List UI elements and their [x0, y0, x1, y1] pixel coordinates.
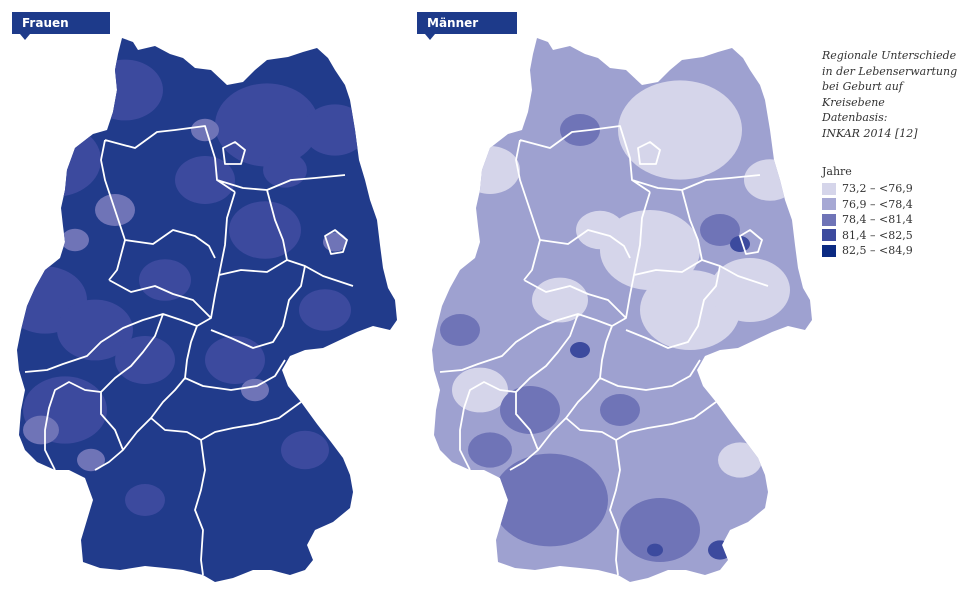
district-cluster [600, 394, 640, 426]
district-cluster [299, 289, 351, 331]
district-cluster [23, 415, 59, 445]
district-cluster [560, 114, 600, 146]
caption-line: Datenbasis: [822, 111, 888, 124]
legend-swatch [822, 229, 836, 242]
caption-line: Regionale Unterschiede [822, 49, 957, 62]
legend-swatch [822, 198, 836, 211]
district-cluster [620, 498, 700, 562]
district-cluster [281, 430, 329, 470]
caption-line: INKAR 2014 [12] [822, 126, 918, 140]
district-cluster [191, 118, 219, 142]
legend: Jahre 73,2 – <76,9 76,9 – <78,4 78,4 – <… [822, 165, 957, 259]
legend-item-label: 78,4 – <81,4 [842, 213, 913, 227]
district-cluster [492, 453, 608, 547]
district-cluster [241, 378, 269, 402]
district-cluster [647, 543, 663, 557]
district-cluster [744, 159, 796, 201]
legend-swatch [822, 244, 836, 257]
district-cluster [303, 104, 367, 156]
district-cluster [600, 210, 700, 290]
district-cluster [87, 59, 163, 121]
caption-line: in der Lebenserwartung [822, 64, 958, 78]
caption-line: Kreisebene [822, 95, 885, 109]
district-cluster [618, 80, 742, 180]
district-cluster [570, 342, 590, 358]
legend-swatch [822, 213, 836, 226]
district-cluster [700, 214, 740, 246]
caption-line: bei Geburt auf [822, 80, 903, 93]
district-cluster [460, 146, 520, 194]
district-cluster [17, 123, 101, 197]
district-cluster [139, 259, 191, 301]
district-cluster [500, 386, 560, 434]
district-cluster [115, 336, 175, 384]
legend-item: 81,4 – <82,5 [822, 228, 957, 244]
district-cluster [576, 210, 624, 250]
district-cluster [61, 228, 89, 252]
legend-item-label: 76,9 – <78,4 [842, 197, 913, 211]
frauen-map-label: Frauen [12, 12, 110, 40]
district-cluster [229, 201, 301, 259]
district-cluster [175, 156, 235, 204]
state-borders-maenner [439, 125, 769, 576]
legend-item-label: 81,4 – <82,5 [842, 228, 913, 242]
district-cluster [215, 83, 319, 167]
legend-swatch [822, 182, 836, 195]
legend-item-label: 82,5 – <84,9 [842, 244, 913, 258]
district-cluster [205, 336, 265, 384]
map-caption: Regionale Unterschiede in der Lebenserwa… [822, 48, 957, 141]
district-cluster [708, 540, 732, 560]
district-cluster [125, 484, 165, 516]
legend-item: 82,5 – <84,9 [822, 243, 957, 259]
legend-item: 73,2 – <76,9 [822, 181, 957, 197]
legend-item-label: 73,2 – <76,9 [842, 182, 913, 196]
district-cluster [710, 258, 790, 322]
legend-title: Jahre [822, 165, 852, 178]
legend-item: 78,4 – <81,4 [822, 212, 957, 228]
district-cluster [468, 432, 512, 468]
district-cluster [718, 442, 762, 478]
district-cluster [77, 448, 105, 472]
district-cluster [532, 277, 588, 323]
district-cluster [730, 236, 750, 252]
legend-item: 76,9 – <78,4 [822, 197, 957, 213]
maenner-map-label: Männer [417, 12, 517, 40]
district-cluster [440, 314, 480, 346]
frauen-map [17, 38, 397, 582]
state-borders-frauen [24, 125, 354, 576]
maenner-map [432, 38, 812, 582]
germany-outline-maenner [432, 38, 812, 582]
district-cluster [57, 299, 133, 361]
